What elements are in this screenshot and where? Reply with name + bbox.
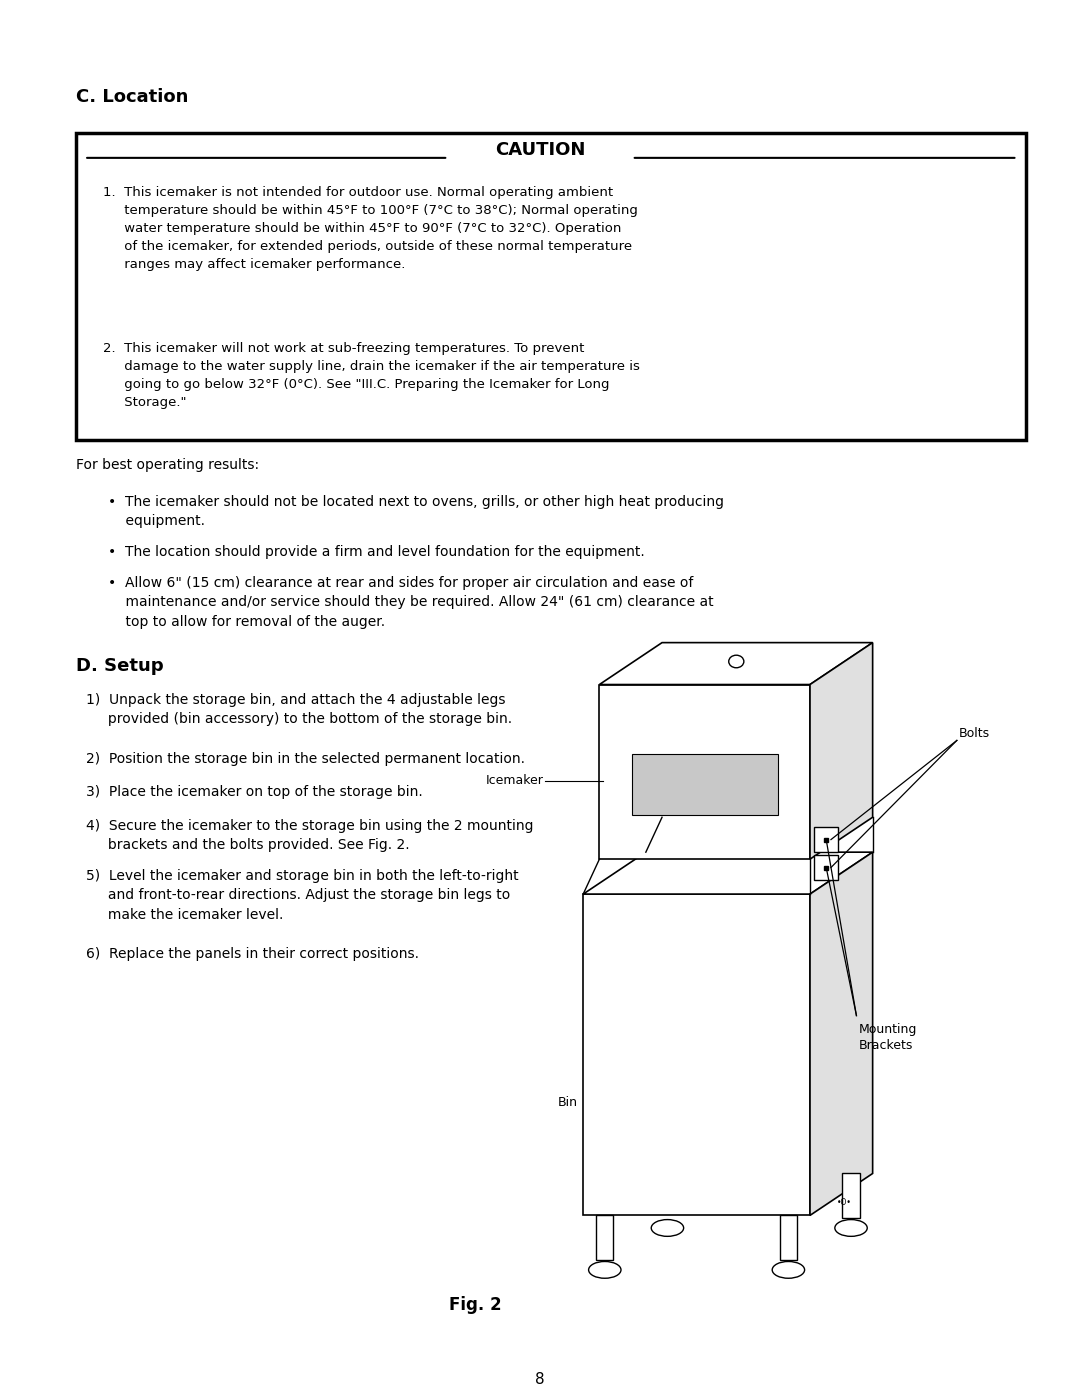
Polygon shape [599,685,810,859]
Text: Bolts: Bolts [959,726,990,740]
Text: 5)  Level the icemaker and storage bin in both the left-to-right
     and front-: 5) Level the icemaker and storage bin in… [86,869,519,922]
Bar [814,827,838,852]
Ellipse shape [589,1261,621,1278]
Ellipse shape [772,1261,805,1278]
Bar [780,1215,797,1260]
Polygon shape [810,643,873,859]
Text: 2)  Position the storage bin in the selected permanent location.: 2) Position the storage bin in the selec… [86,752,525,766]
Text: CAUTION: CAUTION [495,141,585,159]
Text: Icemaker: Icemaker [485,774,543,787]
Bar [814,855,838,880]
Polygon shape [583,852,873,894]
Text: 2.  This icemaker will not work at sub-freezing temperatures. To prevent
     da: 2. This icemaker will not work at sub-fr… [103,342,639,409]
Text: 1)  Unpack the storage bin, and attach the 4 adjustable legs
     provided (bin : 1) Unpack the storage bin, and attach th… [86,693,513,726]
Polygon shape [810,852,873,1215]
Ellipse shape [729,655,744,668]
Text: Fig. 2: Fig. 2 [449,1296,501,1315]
Ellipse shape [835,1220,867,1236]
Ellipse shape [651,1220,684,1236]
Bar [632,754,778,816]
FancyBboxPatch shape [76,133,1026,440]
Text: Mounting
Brackets: Mounting Brackets [859,1023,917,1052]
Text: C. Location: C. Location [76,88,188,106]
Text: 6)  Replace the panels in their correct positions.: 6) Replace the panels in their correct p… [86,947,419,961]
Text: •O•: •O• [837,1199,852,1207]
Text: •  The icemaker should not be located next to ovens, grills, or other high heat : • The icemaker should not be located nex… [108,495,724,528]
Bar [842,1173,860,1218]
Polygon shape [583,894,810,1215]
Polygon shape [599,643,873,685]
Bar [596,1215,613,1260]
Text: •  Allow 6" (15 cm) clearance at rear and sides for proper air circulation and e: • Allow 6" (15 cm) clearance at rear and… [108,576,714,629]
Text: 3)  Place the icemaker on top of the storage bin.: 3) Place the icemaker on top of the stor… [86,785,423,799]
Text: 4)  Secure the icemaker to the storage bin using the 2 mounting
     brackets an: 4) Secure the icemaker to the storage bi… [86,819,534,852]
Text: •  The location should provide a firm and level foundation for the equipment.: • The location should provide a firm and… [108,545,645,559]
Text: For best operating results:: For best operating results: [76,458,259,472]
Text: D. Setup: D. Setup [76,657,163,675]
Text: 8: 8 [536,1372,544,1387]
Text: Bin: Bin [557,1097,578,1109]
Text: 1.  This icemaker is not intended for outdoor use. Normal operating ambient
    : 1. This icemaker is not intended for out… [103,186,637,271]
